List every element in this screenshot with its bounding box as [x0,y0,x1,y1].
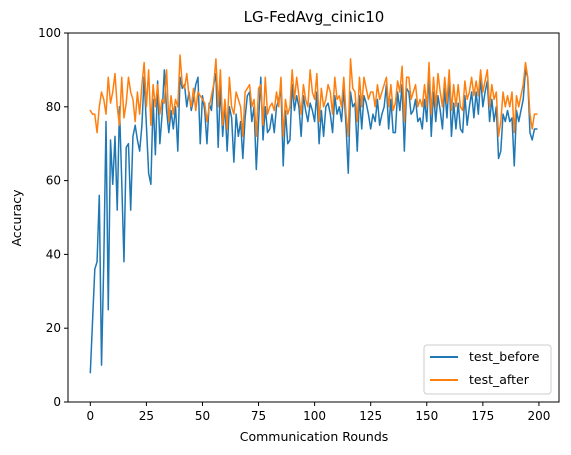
x-tick-label: 125 [359,409,382,423]
x-tick-label: 175 [471,409,494,423]
x-tick-label: 150 [415,409,438,423]
x-tick-label: 0 [86,409,94,423]
y-axis-label: Accuracy [9,189,24,247]
legend-label-test-before: test_before [469,349,540,364]
series-line-test-before [89,69,538,374]
x-tick-label: 200 [527,409,550,423]
y-tick-label: 80 [46,100,61,114]
chart-title: LG-FedAvg_cinic10 [244,8,385,27]
x-tick-label: 100 [303,409,326,423]
legend: test_before test_after [423,344,552,395]
y-tick-label: 20 [46,321,61,335]
x-tick-label: 75 [251,409,266,423]
series-line-test-after [89,54,538,138]
x-tick-label: 25 [139,409,154,423]
y-tick-label: 0 [53,395,61,409]
series-layer [89,54,538,374]
y-tick-label: 100 [38,26,61,40]
plot-frame [67,32,560,403]
x-axis: 0 25 50 75 100 125 150 175 200 [86,402,550,423]
x-axis-label: Communication Rounds [240,429,389,444]
legend-label-test-after: test_after [469,372,530,387]
x-tick-label: 50 [195,409,210,423]
y-tick-label: 40 [46,247,61,261]
y-tick-label: 60 [46,174,61,188]
y-axis: 0 20 40 60 80 100 [38,26,68,409]
